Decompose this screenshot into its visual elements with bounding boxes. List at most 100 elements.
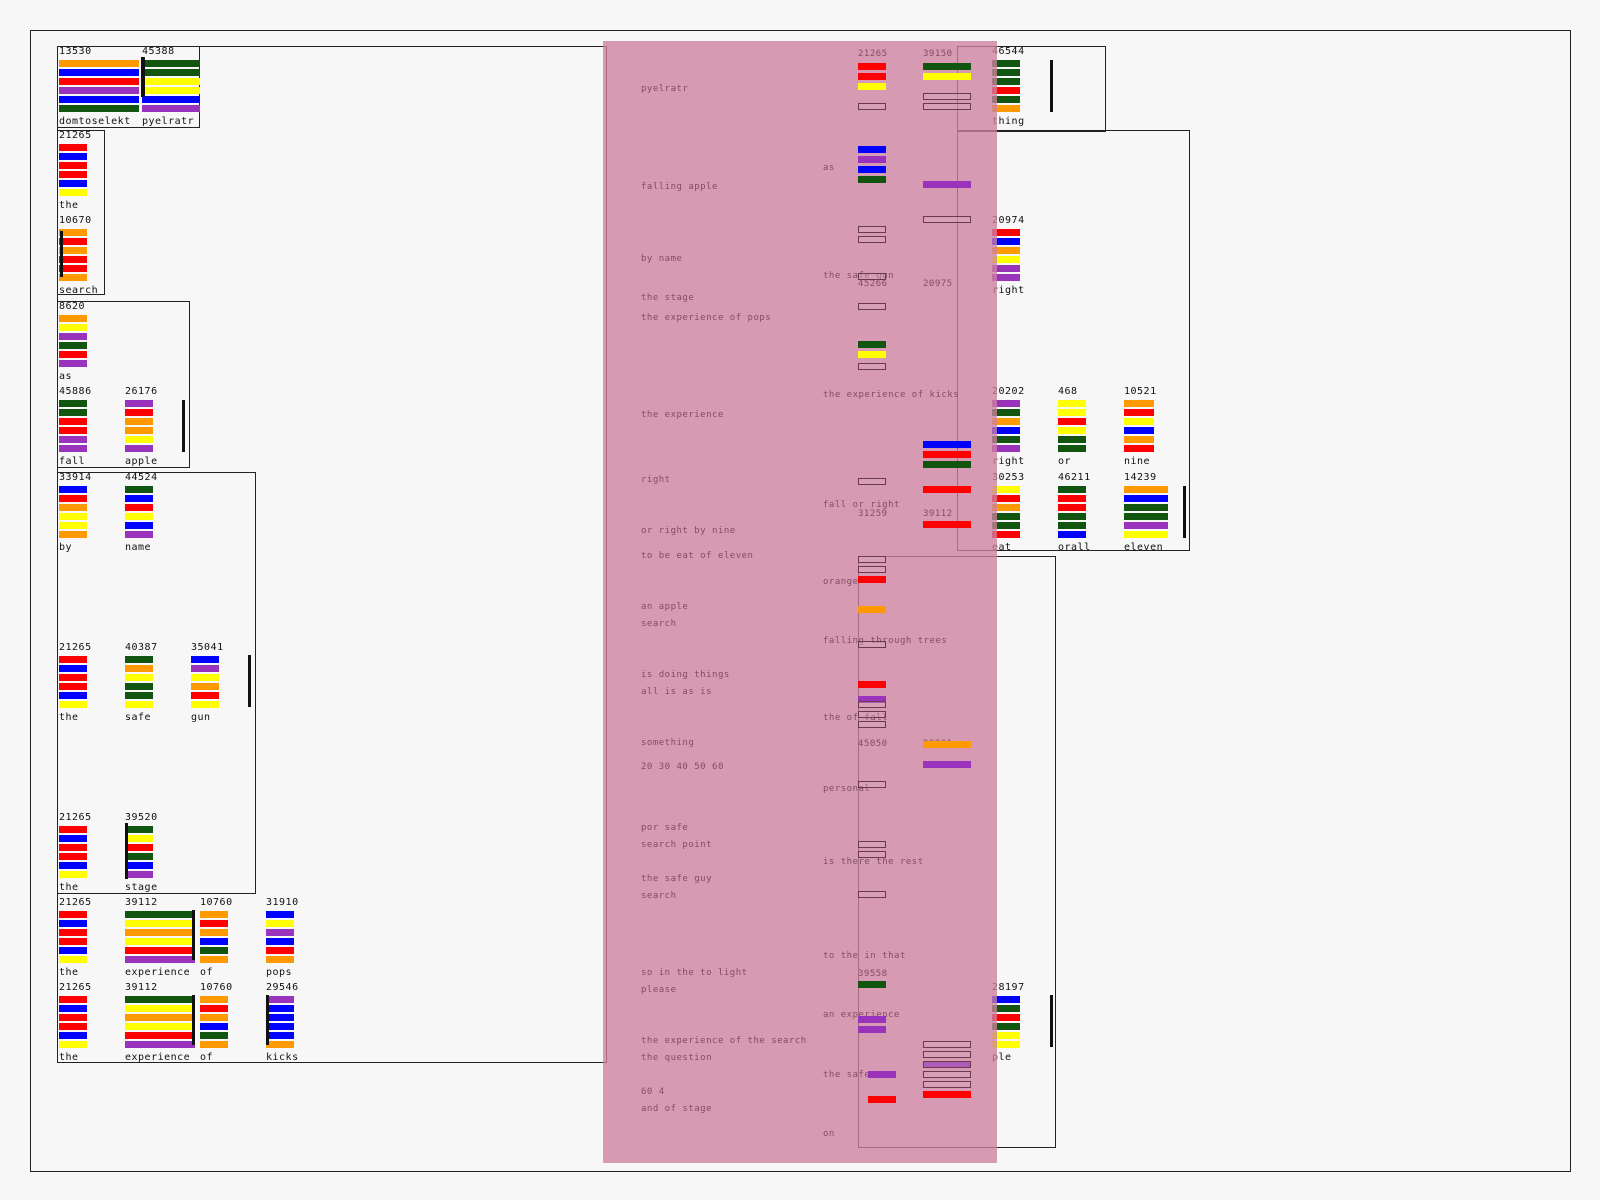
vertical-marker — [141, 57, 145, 97]
overlay-text: the safe guy — [641, 874, 713, 884]
overlay-outline-bar — [858, 721, 886, 728]
color-bar-purple — [142, 105, 200, 112]
color-bar-yellow — [992, 1032, 1020, 1039]
color-bar-orange — [59, 504, 87, 511]
color-bar-purple — [59, 333, 87, 340]
color-bar-blue — [266, 1032, 294, 1039]
color-bar-orange — [125, 665, 153, 672]
color-bar-yellow — [992, 1041, 1020, 1048]
color-bar-yellow — [142, 78, 200, 85]
color-bar-red — [59, 674, 87, 681]
cell-label: of — [200, 1052, 214, 1063]
vertical-marker — [266, 995, 269, 1045]
color-bar-orange — [59, 531, 87, 538]
color-bar-red — [59, 238, 87, 245]
cell-number: 20202 — [992, 386, 1025, 397]
color-bar-red — [59, 78, 139, 85]
overlay-text: orange — [823, 576, 859, 587]
color-bar-red — [1124, 445, 1154, 452]
color-bar-orange — [992, 247, 1020, 254]
overlay-text: by name — [641, 253, 683, 264]
overlay-bar-purple — [858, 1016, 886, 1023]
cell-label: pops — [266, 967, 293, 978]
overlay-bar-green — [858, 341, 886, 348]
color-bar-yellow — [59, 701, 87, 708]
cell-number: 28197 — [992, 982, 1025, 993]
color-bar-blue — [1124, 427, 1154, 434]
vertical-marker — [182, 400, 185, 452]
overlay-bar-purple — [923, 1061, 971, 1068]
color-bar-red — [59, 495, 87, 502]
color-bar-yellow — [125, 835, 153, 842]
cell-label: ple — [992, 1052, 1012, 1063]
color-bar-purple — [125, 445, 153, 452]
color-bar-green — [125, 826, 153, 833]
overlay-text: the safe one — [823, 1069, 895, 1080]
color-bar-green — [125, 656, 153, 663]
color-bar-yellow — [191, 674, 219, 681]
overlay-bar-yellow — [858, 83, 886, 90]
overlay-text: as — [823, 163, 835, 174]
color-bar-yellow — [59, 513, 87, 520]
vertical-marker — [1183, 486, 1186, 538]
color-bar-red — [200, 1005, 228, 1012]
color-bar-orange — [59, 60, 139, 67]
overlay-bar-green — [858, 176, 886, 183]
overlay-outline-bar — [858, 303, 886, 310]
color-bar-red — [59, 427, 87, 434]
color-bar-yellow — [125, 436, 153, 443]
overlay-outline-bar — [858, 851, 886, 858]
color-bar-blue — [992, 996, 1020, 1003]
color-bar-blue — [1124, 495, 1168, 502]
vertical-marker — [1050, 60, 1053, 112]
color-bar-green — [992, 1023, 1020, 1030]
overlay-text: search — [641, 619, 677, 629]
overlay-bar-green — [858, 981, 886, 988]
color-bar-orange — [200, 929, 228, 936]
overlay-text: or right by nine — [641, 525, 736, 536]
cell-label: gun — [191, 712, 211, 723]
color-bar-yellow — [1124, 418, 1154, 425]
color-bar-red — [992, 229, 1020, 236]
cell-number: 30253 — [992, 472, 1025, 483]
color-bar-red — [125, 1032, 195, 1039]
color-bar-red — [59, 171, 87, 178]
overlay-text: an apple — [641, 602, 689, 612]
overlay-outline-bar — [858, 566, 886, 573]
color-bar-blue — [200, 938, 228, 945]
color-bar-orange — [59, 274, 87, 281]
overlay-text: por safe — [641, 823, 689, 833]
cell-number: 31910 — [266, 897, 299, 908]
cell-label: eat — [992, 542, 1012, 553]
cell-number: 39112 — [125, 982, 158, 993]
overlay-bar-red — [858, 681, 886, 688]
color-bar-red — [59, 853, 87, 860]
color-bar-red — [59, 1023, 87, 1030]
color-bar-red — [125, 844, 153, 851]
color-bar-blue — [992, 427, 1020, 434]
cell-number: 45886 — [59, 386, 92, 397]
color-bar-blue — [992, 238, 1020, 245]
color-bar-yellow — [125, 674, 153, 681]
cell-label: fall — [59, 456, 86, 467]
color-bar-green — [125, 486, 153, 493]
color-bar-blue — [200, 1023, 228, 1030]
color-bar-yellow — [125, 513, 153, 520]
overlay-text: the of fall — [823, 712, 889, 723]
overlay-text: an experience — [823, 1010, 900, 1020]
cell-number: 46211 — [1058, 472, 1091, 483]
color-bar-yellow — [1124, 531, 1168, 538]
color-bar-red — [59, 1014, 87, 1021]
overlay-outline-bar — [923, 1051, 971, 1058]
overlay-outline-bar — [923, 1071, 971, 1078]
overlay-outline-bar — [858, 841, 886, 848]
color-bar-orange — [266, 1041, 294, 1048]
color-bar-blue — [59, 947, 87, 954]
color-bar-blue — [59, 665, 87, 672]
color-bar-orange — [59, 247, 87, 254]
color-bar-orange — [191, 683, 219, 690]
color-bar-blue — [266, 911, 294, 918]
cell-number: 40387 — [125, 642, 158, 653]
color-bar-red — [59, 826, 87, 833]
overlay-text: search — [641, 891, 677, 901]
